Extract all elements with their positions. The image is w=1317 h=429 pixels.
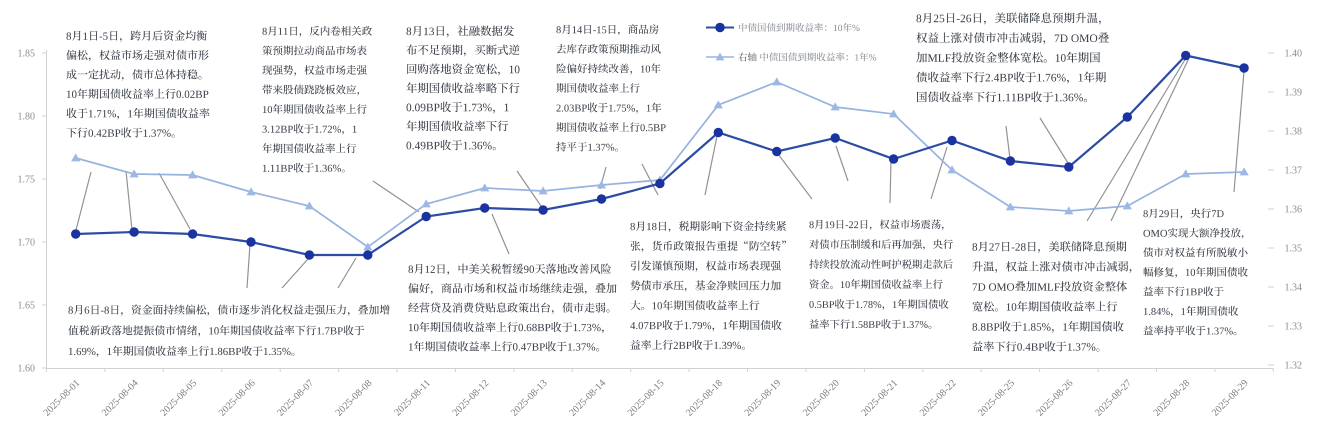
svg-text:1.34: 1.34 [1285,283,1303,294]
svg-text:1.60: 1.60 [18,364,36,375]
svg-text:1.85: 1.85 [18,49,36,60]
svg-text:1.32: 1.32 [1285,361,1303,372]
svg-text:1.38: 1.38 [1285,127,1303,138]
svg-text:1.37: 1.37 [1285,166,1303,177]
svg-text:1.75: 1.75 [18,175,36,186]
svg-text:1.65: 1.65 [18,301,36,312]
svg-text:1.39: 1.39 [1285,88,1303,99]
svg-text:1.80: 1.80 [18,112,36,123]
svg-text:1.35: 1.35 [1285,244,1303,255]
svg-text:1.36: 1.36 [1285,205,1303,216]
svg-text:1.33: 1.33 [1285,322,1303,333]
svg-text:1.70: 1.70 [18,238,36,249]
svg-text:1.40: 1.40 [1285,49,1303,60]
